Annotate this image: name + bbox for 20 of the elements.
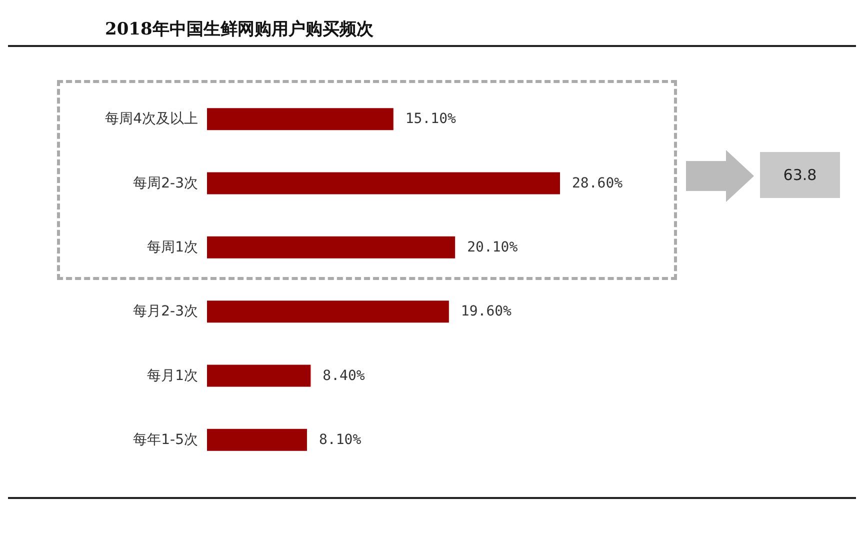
y-tick-label: 每周1次 — [147, 239, 198, 256]
y-tick-label: 每年1-5次 — [133, 432, 198, 448]
y-tick-label: 每周4次及以上 — [105, 111, 198, 128]
bar — [207, 300, 449, 323]
chart-title: 2018年中国生鲜网购用户购买频次 — [105, 20, 374, 40]
y-tick-label: 每月2-3次 — [133, 304, 198, 320]
bar — [207, 108, 394, 130]
data-label: 8.10% — [318, 432, 362, 448]
callout-box: 63.8 — [760, 152, 840, 198]
data-label: 15.10% — [405, 111, 457, 128]
data-label: 28.60% — [572, 175, 624, 192]
data-label: 20.10% — [467, 239, 518, 256]
bar — [207, 364, 311, 387]
y-tick-label: 每周2-3次 — [133, 175, 198, 192]
bar — [207, 172, 560, 194]
bar — [207, 428, 307, 451]
data-label: 19.60% — [460, 304, 512, 320]
data-label: 8.40% — [322, 368, 366, 384]
y-tick-label: 每月1次 — [147, 368, 198, 384]
bar — [207, 236, 456, 258]
